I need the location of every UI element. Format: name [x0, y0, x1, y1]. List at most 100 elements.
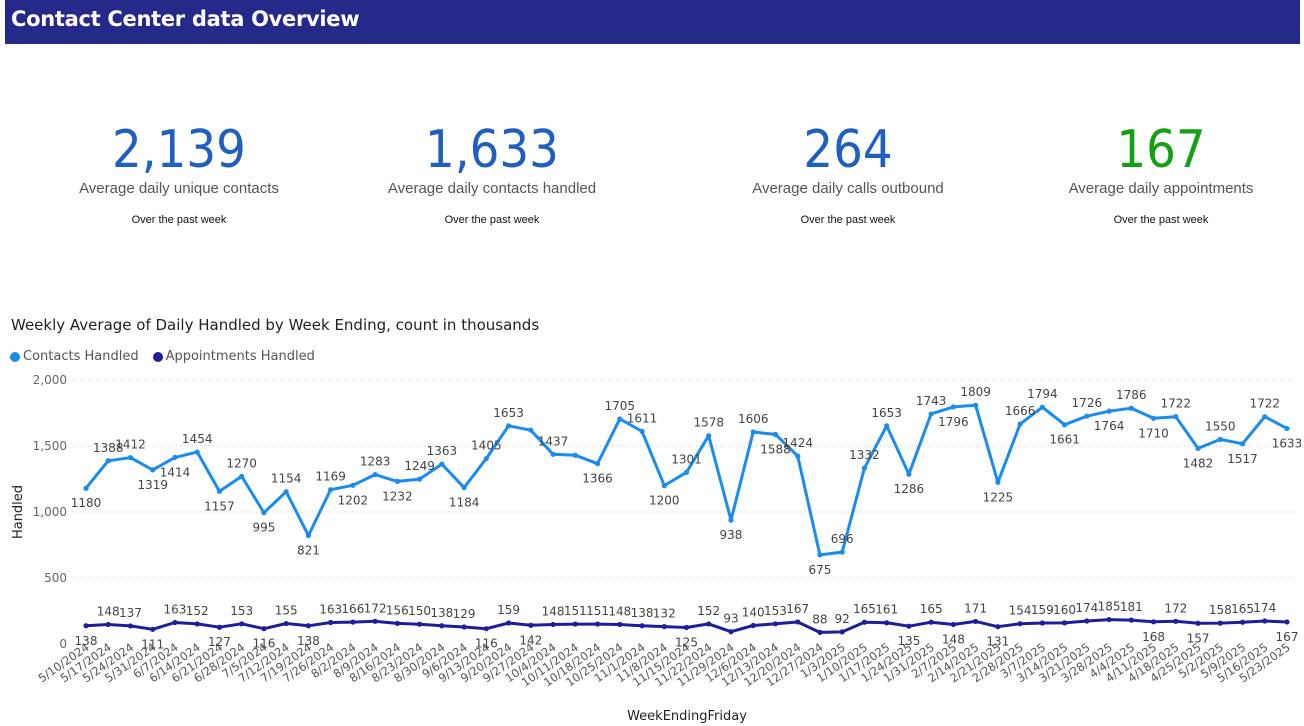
- data-point: [328, 487, 334, 493]
- data-point: [1150, 619, 1157, 625]
- x-tick-label: 2/28/2025: [969, 640, 1025, 685]
- data-point: [639, 428, 645, 434]
- x-tick-label: 11/29/2024: [674, 640, 736, 689]
- kpi-card-calls-outbound: 264 Average daily calls outbound Over th…: [688, 118, 1008, 226]
- data-label: 152: [186, 604, 209, 618]
- x-tick-label: 2/7/2025: [909, 640, 959, 681]
- data-point: [216, 624, 223, 630]
- data-point: [417, 476, 423, 482]
- data-point: [505, 423, 512, 429]
- legend-label: Appointments Handled: [165, 349, 315, 364]
- data-label: 1232: [382, 489, 413, 503]
- x-tick-label: 11/8/2024: [614, 640, 670, 685]
- x-tick-label: 12/13/2024: [719, 640, 781, 689]
- kpi-label: Average daily calls outbound: [752, 180, 944, 197]
- data-point: [505, 620, 512, 626]
- data-label: 1633: [1272, 436, 1303, 450]
- data-point: [839, 629, 845, 635]
- data-label: 92: [835, 612, 850, 626]
- data-label: 152: [697, 604, 720, 618]
- data-point: [1084, 413, 1090, 419]
- x-tick-label: 9/27/2024: [480, 640, 536, 685]
- data-label: 1184: [449, 496, 480, 510]
- data-label: 116: [475, 637, 498, 651]
- data-point: [1217, 436, 1223, 442]
- data-point: [483, 455, 489, 462]
- data-point: [1039, 620, 1045, 626]
- data-point: [928, 411, 934, 417]
- data-label: 1169: [315, 470, 346, 484]
- data-point: [594, 621, 601, 627]
- x-tick-label: 8/2/2024: [308, 640, 358, 681]
- data-point: [1128, 617, 1134, 623]
- data-point: [172, 454, 178, 460]
- data-label: 174: [1075, 601, 1098, 615]
- data-point: [950, 621, 956, 628]
- chart-legend: Contacts Handled Appointments Handled: [10, 349, 315, 364]
- data-point: [461, 485, 467, 491]
- kpi-label: Average daily contacts handled: [387, 180, 597, 197]
- data-point: [572, 452, 578, 458]
- data-point: [439, 623, 445, 629]
- data-label: 1405: [471, 439, 502, 453]
- data-label: 131: [986, 635, 1009, 649]
- legend-item-contacts-handled[interactable]: Contacts Handled: [10, 349, 139, 364]
- data-label: 1743: [916, 394, 947, 408]
- x-tick-label: 4/11/2025: [1103, 640, 1159, 685]
- data-label: 93: [723, 612, 738, 626]
- x-tick-label: 5/31/2024: [102, 640, 158, 685]
- data-label: 125: [675, 636, 698, 650]
- data-point: [216, 488, 223, 494]
- x-tick-label: 9/6/2024: [419, 640, 469, 681]
- data-point: [372, 618, 378, 624]
- x-tick-label: 5/17/2024: [58, 640, 114, 685]
- data-label: 160: [1053, 603, 1076, 617]
- data-point: [528, 427, 534, 433]
- x-tick-label: 3/21/2025: [1036, 640, 1092, 685]
- data-point: [661, 483, 667, 489]
- x-tick-label: 5/23/2025: [1236, 640, 1292, 685]
- data-point: [973, 618, 979, 625]
- data-point: [928, 619, 934, 625]
- kpi-card-appointments: 167 Average daily appointments Over the …: [1001, 118, 1304, 226]
- x-tick-label: 2/21/2025: [947, 640, 1003, 685]
- legend-item-appointments-handled[interactable]: Appointments Handled: [152, 349, 315, 364]
- data-label: 1286: [894, 482, 925, 496]
- data-point: [372, 472, 378, 478]
- data-label: 172: [1164, 601, 1187, 615]
- data-label: 1388: [93, 441, 124, 455]
- data-label: 1414: [160, 465, 191, 479]
- data-point: [683, 469, 690, 475]
- data-label: 135: [897, 634, 920, 648]
- x-tick-label: 9/13/2024: [436, 640, 492, 685]
- data-label: 138: [430, 606, 453, 620]
- data-label: 151: [564, 604, 587, 618]
- data-label: 1454: [182, 432, 213, 446]
- data-point: [328, 619, 334, 626]
- data-point: [461, 624, 467, 630]
- data-point: [572, 621, 578, 627]
- data-label: 1157: [204, 499, 235, 513]
- data-label: 1705: [605, 399, 636, 413]
- data-label: 129: [453, 607, 476, 621]
- data-point: [83, 485, 89, 491]
- legend-marker: [152, 351, 163, 362]
- x-tick-label: 5/9/2025: [1198, 640, 1248, 681]
- data-label: 172: [364, 601, 387, 615]
- data-label: 1249: [404, 459, 435, 473]
- data-label: 167: [1276, 630, 1299, 644]
- x-tick-label: 4/4/2025: [1087, 640, 1137, 681]
- data-label: 167: [786, 602, 809, 616]
- data-point: [1239, 619, 1246, 625]
- data-label: 148: [608, 604, 631, 618]
- x-tick-label: 6/21/2024: [169, 640, 225, 685]
- data-point: [483, 626, 489, 632]
- x-tick-label: 1/31/2025: [881, 640, 937, 685]
- data-label: 165: [1231, 602, 1254, 616]
- data-label: 148: [97, 604, 120, 618]
- data-label: 1786: [1116, 388, 1147, 402]
- data-label: 1200: [649, 494, 680, 508]
- data-label: 148: [542, 604, 565, 618]
- x-tick-label: 12/27/2024: [763, 640, 825, 689]
- x-tick-label: 1/24/2025: [858, 640, 914, 685]
